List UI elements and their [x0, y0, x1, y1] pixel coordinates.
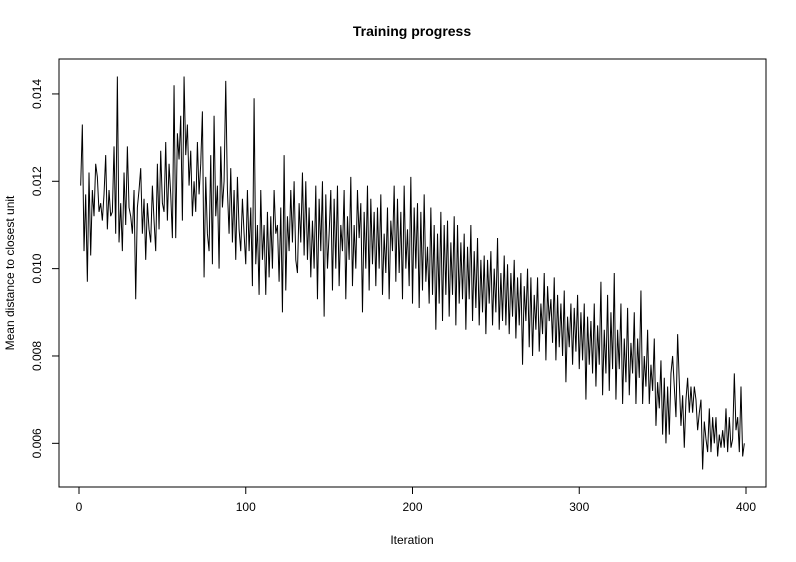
chart-title: Training progress: [353, 23, 471, 39]
y-tick-label: 0.006: [30, 428, 44, 458]
x-tick-label: 400: [736, 500, 756, 514]
y-tick-label: 0.008: [30, 341, 44, 371]
y-tick-label: 0.012: [30, 166, 44, 196]
x-tick-label: 300: [569, 500, 589, 514]
x-axis: 0 100 200 300 400: [76, 486, 756, 514]
x-tick-label: 100: [236, 500, 256, 514]
y-axis: 0.006 0.008 0.010 0.012 0.014: [30, 79, 60, 458]
y-tick-label: 0.014: [30, 79, 44, 109]
series-group: [80, 76, 745, 470]
y-axis-label: Mean distance to closest unit: [3, 195, 17, 350]
x-tick-label: 0: [76, 500, 83, 514]
x-axis-label: Iteration: [390, 533, 433, 547]
y-tick-label: 0.010: [30, 253, 44, 283]
series-line: [80, 76, 745, 470]
x-tick-label: 200: [402, 500, 422, 514]
